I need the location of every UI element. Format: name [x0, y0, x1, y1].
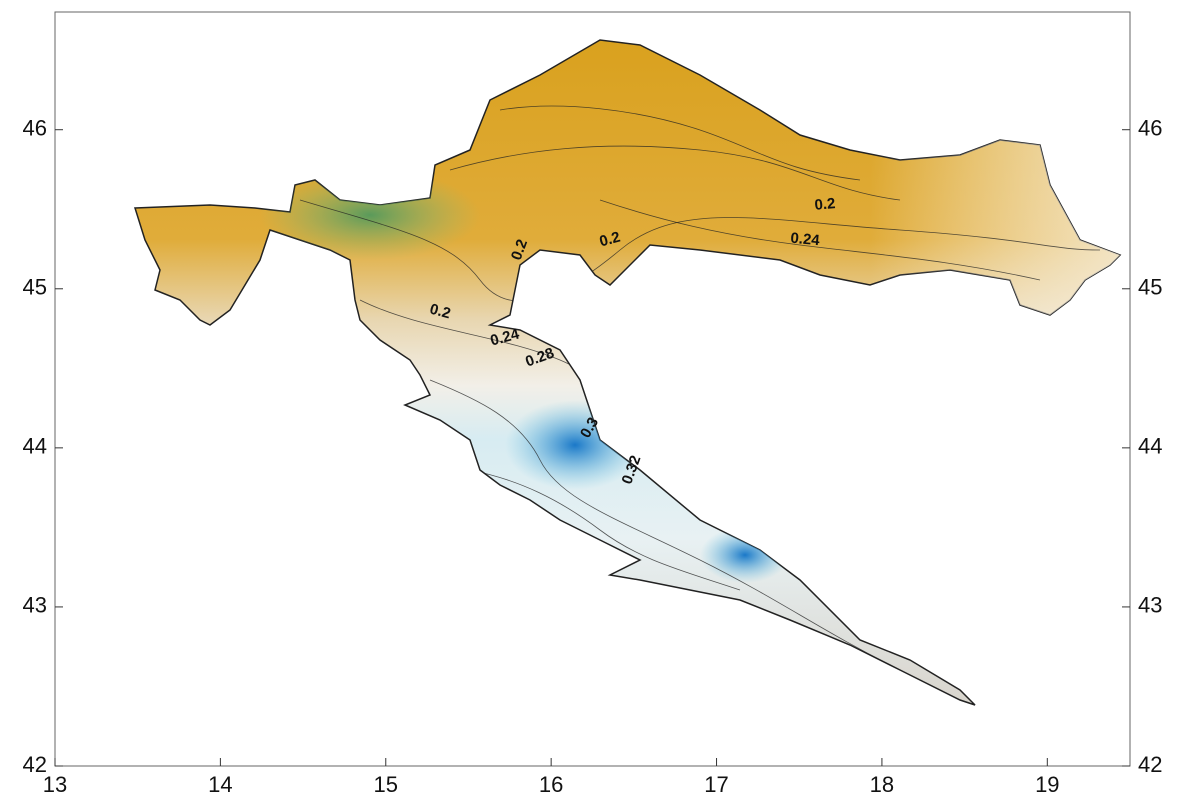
x-tick-label: 17: [704, 772, 728, 797]
y-tick-label: 45: [23, 275, 47, 300]
y-tick-label: 42: [23, 752, 47, 777]
page: {"map": {"xlim": [13, 19.5], "ylim": [42…: [0, 0, 1186, 807]
y-tick-label: 44: [23, 434, 47, 459]
y-tick-label: 46: [1138, 116, 1162, 141]
x-tick-label: 14: [208, 772, 232, 797]
map-figure: 13141516171819424243434444454546460.20.2…: [0, 0, 1186, 807]
y-tick-label: 44: [1138, 434, 1162, 459]
land: [135, 40, 1140, 705]
x-tick-label: 16: [539, 772, 563, 797]
y-tick-label: 43: [23, 593, 47, 618]
east-shading: [600, 100, 1140, 330]
x-tick-label: 19: [1035, 772, 1059, 797]
green-area: [260, 170, 480, 260]
contour-label: 0.2: [814, 195, 836, 214]
y-tick-label: 43: [1138, 593, 1162, 618]
blue-area: [700, 527, 790, 583]
contour-label: 0.24: [790, 230, 821, 250]
y-tick-label: 45: [1138, 275, 1162, 300]
x-tick-label: 15: [374, 772, 398, 797]
y-tick-label: 46: [23, 116, 47, 141]
y-tick-label: 42: [1138, 752, 1162, 777]
x-tick-label: 18: [870, 772, 894, 797]
